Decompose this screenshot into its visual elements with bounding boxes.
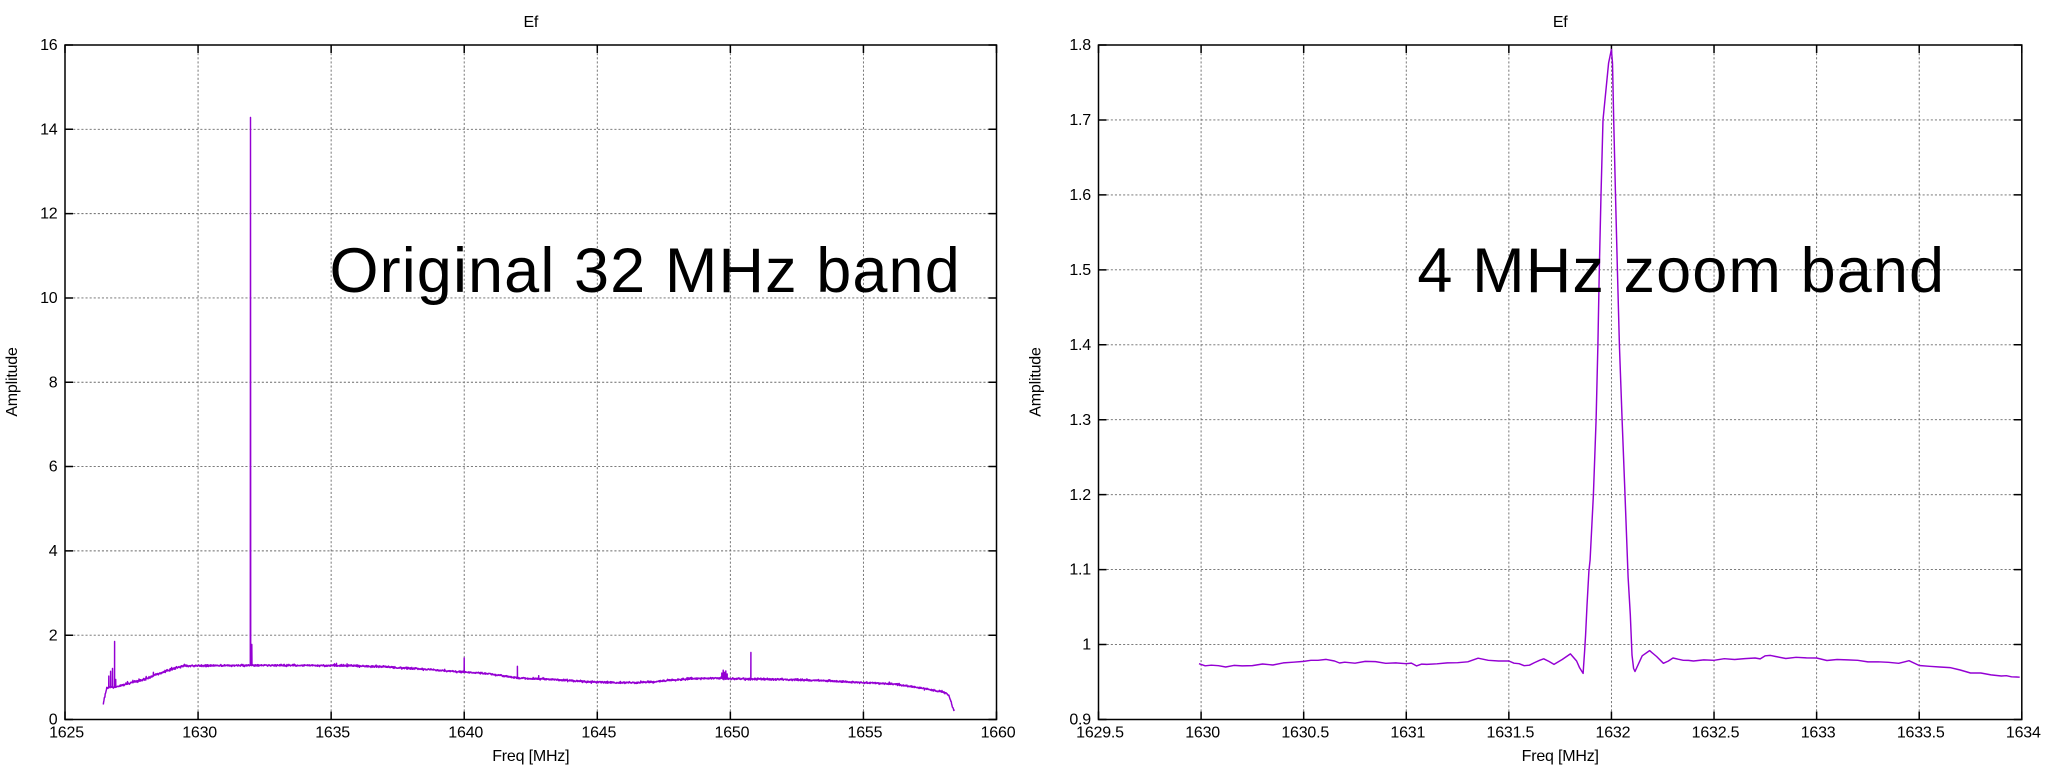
svg-text:Amplitude: Amplitude bbox=[1028, 347, 1045, 417]
svg-text:16: 16 bbox=[40, 37, 58, 54]
svg-text:1.4: 1.4 bbox=[1069, 337, 1091, 354]
svg-text:12: 12 bbox=[40, 206, 58, 223]
svg-text:1631: 1631 bbox=[1390, 725, 1425, 742]
svg-text:1.3: 1.3 bbox=[1069, 412, 1091, 429]
svg-text:Amplitude: Amplitude bbox=[4, 347, 21, 417]
svg-text:1.7: 1.7 bbox=[1069, 112, 1091, 129]
svg-text:14: 14 bbox=[40, 121, 58, 138]
svg-text:1635: 1635 bbox=[315, 725, 350, 742]
svg-text:Ef: Ef bbox=[1553, 14, 1568, 31]
svg-text:Freq [MHz]: Freq [MHz] bbox=[492, 748, 569, 765]
svg-text:1630: 1630 bbox=[1185, 725, 1220, 742]
svg-text:1.1: 1.1 bbox=[1069, 562, 1091, 579]
svg-text:1633.5: 1633.5 bbox=[1897, 725, 1945, 742]
svg-text:6: 6 bbox=[49, 459, 58, 476]
svg-text:Original 32 MHz band: Original 32 MHz band bbox=[330, 236, 961, 306]
svg-text:1660: 1660 bbox=[981, 725, 1016, 742]
svg-text:1633: 1633 bbox=[1801, 725, 1836, 742]
svg-text:1.6: 1.6 bbox=[1069, 187, 1091, 204]
svg-text:1645: 1645 bbox=[581, 725, 616, 742]
svg-text:1: 1 bbox=[1082, 637, 1091, 654]
svg-text:Ef: Ef bbox=[523, 14, 538, 31]
svg-text:2: 2 bbox=[49, 627, 58, 644]
svg-text:1650: 1650 bbox=[715, 725, 750, 742]
svg-text:1640: 1640 bbox=[448, 725, 483, 742]
svg-text:0: 0 bbox=[49, 712, 58, 729]
svg-text:10: 10 bbox=[40, 290, 58, 307]
svg-text:1.5: 1.5 bbox=[1069, 262, 1091, 279]
svg-text:1625: 1625 bbox=[49, 725, 84, 742]
svg-text:0.9: 0.9 bbox=[1069, 712, 1091, 729]
svg-text:1634: 1634 bbox=[2006, 725, 2041, 742]
svg-text:8: 8 bbox=[49, 374, 58, 391]
svg-text:1629.5: 1629.5 bbox=[1076, 725, 1124, 742]
svg-text:1655: 1655 bbox=[848, 725, 883, 742]
svg-text:4: 4 bbox=[49, 543, 58, 560]
svg-text:1632.5: 1632.5 bbox=[1692, 725, 1740, 742]
svg-text:1.8: 1.8 bbox=[1069, 37, 1091, 54]
svg-text:1632: 1632 bbox=[1596, 725, 1631, 742]
svg-text:1631.5: 1631.5 bbox=[1487, 725, 1535, 742]
svg-text:4 MHz zoom band: 4 MHz zoom band bbox=[1417, 236, 1945, 306]
svg-text:1630.5: 1630.5 bbox=[1281, 725, 1329, 742]
svg-text:1630: 1630 bbox=[182, 725, 217, 742]
svg-text:Freq [MHz]: Freq [MHz] bbox=[1522, 748, 1599, 765]
svg-text:1.2: 1.2 bbox=[1069, 487, 1091, 504]
